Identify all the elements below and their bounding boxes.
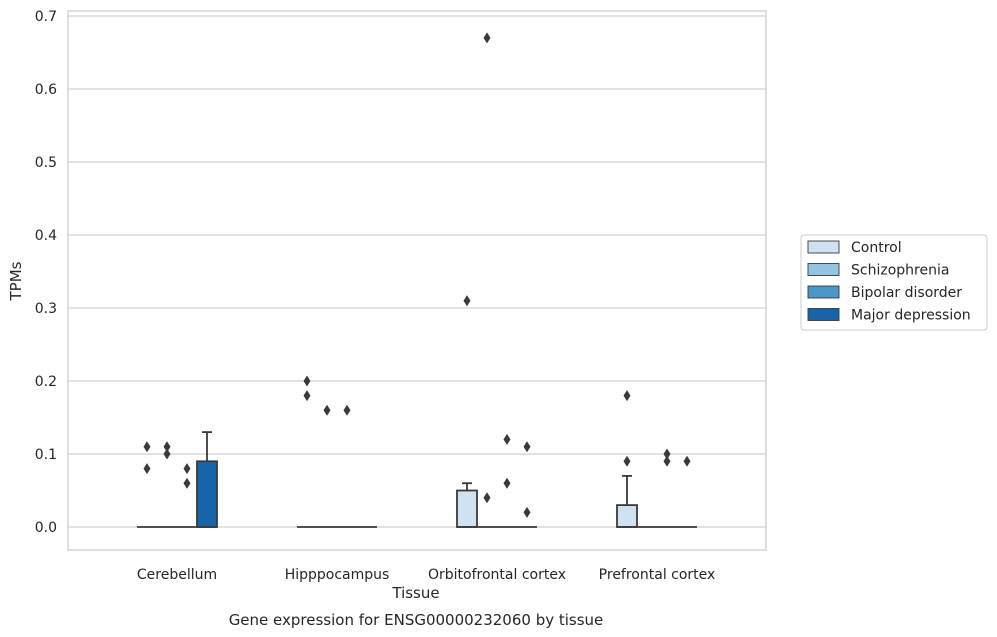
box-rect <box>616 504 638 528</box>
x-tick-label: Prefrontal cortex <box>599 567 716 583</box>
outlier-point <box>503 477 511 489</box>
y-tick-label: 0.4 <box>35 228 57 244</box>
outlier-points <box>143 32 691 518</box>
legend-swatch <box>807 263 840 276</box>
outlier-point <box>483 492 491 504</box>
legend-label: Bipolar disorder <box>851 285 962 301</box>
outlier-point <box>663 455 671 467</box>
chart-caption: Gene expression for ENSG00000232060 by t… <box>229 611 604 629</box>
outlier-point <box>303 390 311 402</box>
box-control <box>616 474 638 528</box>
outlier-point <box>143 441 151 453</box>
outlier-point <box>323 404 331 416</box>
x-tick-label: Hipppocampus <box>285 567 390 583</box>
outlier-point <box>523 441 531 453</box>
x-tick-label: Cerebellum <box>137 567 217 583</box>
legend-label: Control <box>851 240 902 256</box>
x-axis-ticks: Cerebellum Hipppocampus Orbitofrontal cort… <box>137 567 715 583</box>
outlier-point <box>183 463 191 475</box>
box-major-depression <box>196 431 218 528</box>
outlier-point <box>663 448 671 460</box>
outlier-point <box>183 477 191 489</box>
box-rect <box>456 489 478 528</box>
y-tick-label: 0.7 <box>35 9 57 25</box>
legend-swatch <box>807 285 840 299</box>
boxes <box>137 431 697 528</box>
outlier-point <box>163 448 171 460</box>
box-rect <box>196 460 218 528</box>
outlier-point <box>683 455 691 467</box>
outlier-point <box>623 455 631 467</box>
legend-swatch <box>807 308 840 321</box>
legend-box <box>800 234 988 331</box>
y-axis-label: TPMs <box>7 261 25 301</box>
plot-area <box>67 10 767 551</box>
outlier-point <box>343 404 351 416</box>
y-tick-label: 0.6 <box>35 82 57 98</box>
legend-swatch <box>807 240 840 254</box>
outlier-point <box>303 375 311 387</box>
legend: Control Schizophrenia Bipolar disorder Majo… <box>800 234 988 331</box>
outlier-point <box>483 32 491 44</box>
legend-label: Major depression <box>851 308 971 324</box>
legend-label: Schizophrenia <box>851 263 949 279</box>
outlier-point <box>503 433 511 445</box>
box-control <box>456 482 478 528</box>
outlier-point <box>463 295 471 307</box>
gridlines <box>68 15 766 528</box>
outlier-point <box>163 441 171 453</box>
y-tick-label: 0.2 <box>35 374 57 390</box>
y-tick-label: 0.5 <box>35 155 57 171</box>
y-tick-label: 0.0 <box>35 520 57 536</box>
y-tick-label: 0.3 <box>35 301 57 317</box>
outlier-point <box>623 390 631 402</box>
outlier-point <box>143 463 151 475</box>
x-axis-label: Tissue <box>391 584 439 602</box>
outlier-point <box>523 506 531 518</box>
x-tick-label: Orbitofrontal cortex <box>428 567 566 583</box>
y-tick-label: 0.1 <box>35 447 57 463</box>
y-axis-ticks: 0.0 0.1 0.2 0.3 0.4 0.5 0.6 0.7 <box>35 9 57 536</box>
